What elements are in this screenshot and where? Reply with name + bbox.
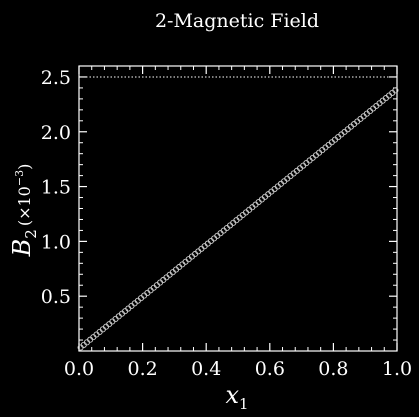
y-tick-label: 2.0: [41, 122, 71, 144]
plot-area: 0.0 0.2 0.4 0.6 0.8 1.0 0.5 1.0 1.5 2.0 2.5: [41, 65, 412, 380]
y-tick-label: 1.0: [41, 231, 71, 253]
x-tick-label: 0.0: [64, 358, 94, 380]
y-axis-scale: (×10: [15, 186, 34, 226]
x-axis-label-main: x: [225, 381, 239, 409]
y-axis-label-main: B: [8, 239, 36, 258]
plot-frame: [78, 65, 398, 352]
y-axis-scale-close: ): [15, 164, 34, 170]
y-tick-label: 2.5: [41, 67, 71, 89]
x-tick-label: 1.0: [382, 358, 412, 380]
x-axis-label-subscript: 1: [239, 395, 249, 413]
data-point: [392, 87, 399, 94]
x-tick-label: 0.8: [318, 358, 348, 380]
y-axis-scale-exponent: −3: [13, 170, 26, 186]
y-axis-label-subscript: 2: [22, 229, 40, 239]
x-tick-label: 0.6: [255, 358, 285, 380]
y-axis-label: B2 (×10−3): [8, 164, 40, 258]
x-tick-label: 0.4: [191, 358, 221, 380]
y-tick-label: 0.5: [41, 286, 71, 308]
y-tick-label: 1.5: [41, 177, 71, 199]
chart-title: 2-Magnetic Field: [155, 10, 319, 32]
x-axis-label: x1: [225, 381, 248, 413]
x-tick-label: 0.2: [127, 358, 157, 380]
